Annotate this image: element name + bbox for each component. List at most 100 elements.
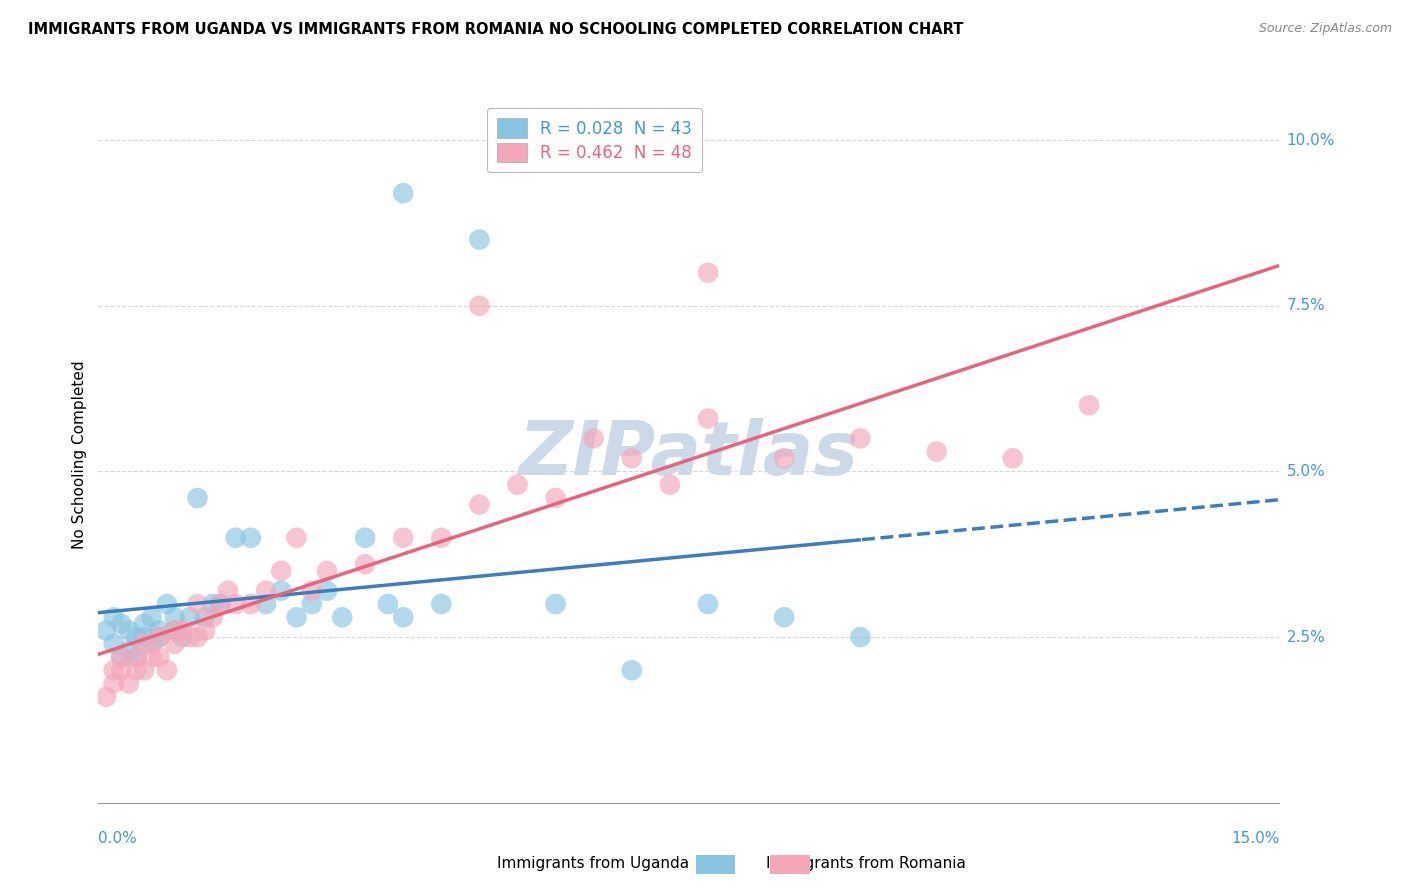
- Point: [697, 266, 720, 280]
- Point: [209, 597, 232, 611]
- Point: [186, 630, 208, 644]
- Legend: R = 0.028  N = 43, R = 0.462  N = 48: R = 0.028 N = 43, R = 0.462 N = 48: [486, 109, 702, 172]
- Point: [141, 637, 163, 651]
- Point: [254, 597, 277, 611]
- Point: [163, 624, 186, 638]
- Point: [194, 624, 217, 638]
- Point: [94, 690, 117, 704]
- Point: [156, 597, 179, 611]
- Point: [468, 299, 491, 313]
- Point: [430, 597, 453, 611]
- Point: [217, 583, 239, 598]
- Text: 2.5%: 2.5%: [1286, 630, 1326, 645]
- Text: 15.0%: 15.0%: [1232, 831, 1279, 846]
- Point: [186, 491, 208, 505]
- Point: [658, 477, 681, 491]
- Point: [330, 610, 353, 624]
- Point: [430, 531, 453, 545]
- Point: [354, 531, 377, 545]
- Point: [103, 676, 125, 690]
- Point: [773, 451, 796, 466]
- Point: [925, 444, 948, 458]
- Point: [849, 630, 872, 644]
- Point: [110, 650, 132, 665]
- Point: [134, 616, 156, 631]
- Point: [1001, 451, 1024, 466]
- Point: [201, 610, 224, 624]
- Point: [179, 630, 201, 644]
- Point: [110, 616, 132, 631]
- Point: [354, 558, 377, 572]
- Point: [697, 597, 720, 611]
- Point: [301, 583, 323, 598]
- Point: [163, 624, 186, 638]
- Point: [239, 597, 262, 611]
- Point: [172, 624, 194, 638]
- Point: [103, 663, 125, 677]
- Point: [1078, 398, 1101, 412]
- Point: [125, 650, 148, 665]
- Point: [849, 431, 872, 445]
- Point: [125, 663, 148, 677]
- Point: [377, 597, 399, 611]
- Point: [148, 630, 170, 644]
- Point: [172, 630, 194, 644]
- Point: [392, 186, 415, 201]
- Point: [118, 676, 141, 690]
- Text: Immigrants from Uganda: Immigrants from Uganda: [496, 856, 689, 871]
- Point: [156, 663, 179, 677]
- Text: 7.5%: 7.5%: [1286, 298, 1326, 313]
- Point: [316, 564, 339, 578]
- Point: [186, 597, 208, 611]
- Point: [620, 663, 643, 677]
- Point: [285, 610, 308, 624]
- Point: [141, 610, 163, 624]
- Point: [103, 610, 125, 624]
- Point: [506, 477, 529, 491]
- Point: [134, 637, 156, 651]
- Point: [620, 451, 643, 466]
- Point: [110, 650, 132, 665]
- Point: [270, 583, 292, 598]
- Point: [285, 531, 308, 545]
- Text: Immigrants from Romania: Immigrants from Romania: [766, 856, 966, 871]
- Point: [163, 637, 186, 651]
- Text: IMMIGRANTS FROM UGANDA VS IMMIGRANTS FROM ROMANIA NO SCHOOLING COMPLETED CORRELA: IMMIGRANTS FROM UGANDA VS IMMIGRANTS FRO…: [28, 22, 963, 37]
- Point: [94, 624, 117, 638]
- Text: 0.0%: 0.0%: [98, 831, 138, 846]
- Point: [301, 597, 323, 611]
- Point: [392, 610, 415, 624]
- Point: [270, 564, 292, 578]
- Point: [209, 597, 232, 611]
- Point: [468, 498, 491, 512]
- Point: [141, 650, 163, 665]
- Text: 5.0%: 5.0%: [1286, 464, 1326, 479]
- Point: [544, 491, 567, 505]
- Point: [254, 583, 277, 598]
- Point: [148, 650, 170, 665]
- Point: [103, 637, 125, 651]
- Point: [697, 411, 720, 425]
- Point: [118, 643, 141, 657]
- Point: [134, 630, 156, 644]
- Point: [148, 624, 170, 638]
- Point: [125, 650, 148, 665]
- Point: [468, 233, 491, 247]
- Point: [125, 630, 148, 644]
- Point: [201, 597, 224, 611]
- Point: [134, 663, 156, 677]
- Text: ZIPatlas: ZIPatlas: [519, 418, 859, 491]
- Point: [544, 597, 567, 611]
- Point: [582, 431, 605, 445]
- Point: [194, 610, 217, 624]
- Point: [148, 630, 170, 644]
- Point: [179, 610, 201, 624]
- Point: [773, 610, 796, 624]
- Point: [163, 610, 186, 624]
- Point: [239, 531, 262, 545]
- Point: [225, 531, 247, 545]
- Point: [392, 531, 415, 545]
- Point: [118, 624, 141, 638]
- Point: [316, 583, 339, 598]
- Text: Source: ZipAtlas.com: Source: ZipAtlas.com: [1258, 22, 1392, 36]
